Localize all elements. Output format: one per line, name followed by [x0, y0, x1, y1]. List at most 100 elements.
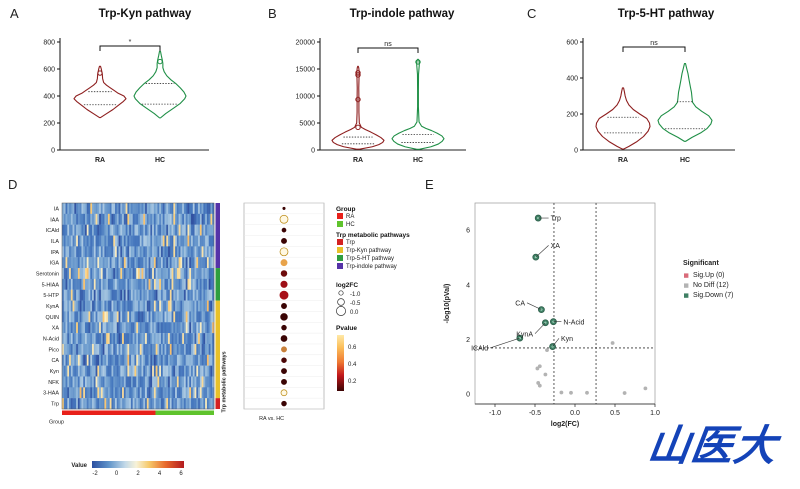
svg-text:-0.5: -0.5 — [529, 410, 541, 417]
svg-text:*: * — [129, 39, 132, 46]
svg-text:Kyn: Kyn — [50, 369, 59, 375]
svg-text:Kyn: Kyn — [561, 336, 573, 343]
svg-text:2: 2 — [466, 337, 470, 344]
svg-text:2: 2 — [136, 471, 140, 477]
svg-text:200: 200 — [566, 112, 578, 119]
svg-text:N-Acid: N-Acid — [563, 319, 584, 326]
svg-text:200: 200 — [43, 121, 55, 128]
svg-text:20000: 20000 — [296, 40, 316, 47]
panel-c-title: Trp-5-HT pathway — [617, 8, 715, 20]
svg-text:5-HTP: 5-HTP — [43, 293, 59, 299]
svg-text:ns: ns — [650, 40, 658, 47]
svg-text:0.0: 0.0 — [350, 310, 359, 316]
svg-text:Trp metabolic pathways: Trp metabolic pathways — [336, 232, 410, 239]
svg-text:KynA: KynA — [516, 331, 533, 338]
svg-text:600: 600 — [43, 67, 55, 74]
svg-text:Trp: Trp — [51, 402, 59, 408]
svg-text:-2: -2 — [92, 471, 98, 477]
svg-text:0: 0 — [311, 148, 315, 155]
svg-text:N-Acid: N-Acid — [43, 337, 59, 343]
svg-text:Group: Group — [49, 420, 64, 426]
svg-text:0.5: 0.5 — [610, 410, 620, 417]
svg-text:XA: XA — [551, 243, 561, 250]
panel-b: B Trp-indole pathway 0 5000 10000 15000 2000… — [262, 0, 524, 175]
svg-text:IPA: IPA — [51, 250, 60, 256]
svg-text:-log10(pVal): -log10(pVal) — [444, 284, 451, 324]
svg-text:RA: RA — [95, 157, 105, 164]
svg-text:Sig.Down (7): Sig.Down (7) — [693, 292, 733, 299]
svg-text:400: 400 — [43, 94, 55, 101]
svg-text:0: 0 — [115, 471, 119, 477]
svg-text:NFK: NFK — [48, 380, 59, 386]
svg-text:0: 0 — [51, 148, 55, 155]
svg-text:Trp-5-HT pathway: Trp-5-HT pathway — [346, 256, 394, 262]
panel-a-letter: A — [10, 6, 19, 21]
svg-text:ICAld: ICAld — [471, 346, 488, 353]
svg-text:0: 0 — [574, 148, 578, 155]
svg-text:QUIN: QUIN — [46, 315, 60, 321]
svg-text:KynA: KynA — [46, 304, 59, 310]
svg-text:HC: HC — [346, 222, 355, 228]
panel-c-letter: C — [527, 6, 537, 21]
svg-text:600: 600 — [566, 40, 578, 47]
panel-e: E Trp XA CA KynA N-Acid Kyn ICAld -1.0 -0.5 0.0 0.… — [420, 175, 800, 477]
svg-text:HC: HC — [155, 157, 165, 164]
svg-text:0.2: 0.2 — [348, 379, 357, 385]
panel-d: D IA IAA ICAld ILA IPA IGA Serotonin 5-HIAA 5-HT… — [0, 175, 420, 477]
svg-text:Trp metabolic pathways: Trp metabolic pathways — [222, 351, 228, 412]
svg-text:Group: Group — [336, 206, 356, 213]
svg-text:4: 4 — [466, 282, 470, 289]
watermark-text: 山医大 — [644, 424, 781, 470]
svg-text:3-HAA: 3-HAA — [43, 391, 59, 397]
svg-text:IA: IA — [54, 206, 59, 212]
svg-text:CA: CA — [515, 300, 525, 307]
svg-text:Trp: Trp — [346, 240, 355, 246]
svg-text:Pvalue: Pvalue — [336, 325, 357, 332]
svg-text:RA: RA — [618, 157, 628, 164]
svg-text:6: 6 — [179, 471, 183, 477]
svg-text:Trp-Kyn pathway: Trp-Kyn pathway — [346, 248, 391, 254]
svg-text:0.0: 0.0 — [570, 410, 580, 417]
watermark: 山医大 — [644, 424, 798, 474]
svg-text:400: 400 — [566, 76, 578, 83]
panel-d-heatmap-dotplot: IA IAA ICAld ILA IPA IGA Serotonin 5-HIAA 5-HTP K… — [36, 202, 410, 477]
svg-text:Significant: Significant — [683, 260, 719, 267]
svg-text:-1.0: -1.0 — [350, 292, 361, 298]
svg-text:IAA: IAA — [50, 217, 59, 223]
svg-text:5-HIAA: 5-HIAA — [42, 282, 60, 288]
panel-a-violin-chart: 0 200 400 600 800 RA HC * — [43, 38, 209, 164]
svg-text:No Diff (12): No Diff (12) — [693, 282, 729, 289]
svg-text:Sig.Up (0): Sig.Up (0) — [693, 272, 725, 279]
svg-text:Trp-indole pathway: Trp-indole pathway — [346, 264, 397, 270]
svg-text:ns: ns — [384, 41, 392, 48]
svg-text:800: 800 — [43, 40, 55, 47]
panel-e-letter: E — [425, 177, 434, 192]
svg-text:XA: XA — [52, 326, 60, 332]
panel-c-violin-chart: 0 200 400 600 RA HC ns — [566, 38, 735, 164]
svg-text:1.0: 1.0 — [650, 410, 660, 417]
panel-b-letter: B — [268, 6, 277, 21]
panel-a: A Trp-Kyn pathway 0 200 400 600 800 RA HC * — [0, 0, 265, 175]
svg-text:HC: HC — [413, 157, 423, 164]
panel-a-title: Trp-Kyn pathway — [98, 8, 192, 20]
svg-text:5000: 5000 — [299, 121, 315, 128]
svg-text:Serotonin: Serotonin — [36, 271, 59, 277]
svg-text:0.6: 0.6 — [348, 345, 357, 351]
svg-text:15000: 15000 — [296, 67, 316, 74]
panel-b-title: Trp-indole pathway — [349, 8, 455, 20]
panel-c: C Trp-5-HT pathway 0 200 400 600 RA HC ns — [521, 0, 800, 175]
panel-b-violin-chart: 0 5000 10000 15000 20000 RA HC ns — [296, 38, 466, 164]
svg-text:10000: 10000 — [296, 94, 316, 101]
svg-text:Trp: Trp — [551, 216, 561, 223]
svg-text:IGA: IGA — [50, 261, 60, 267]
svg-text:0.4: 0.4 — [348, 362, 357, 368]
svg-text:RA vs. HC: RA vs. HC — [259, 416, 284, 422]
svg-text:6: 6 — [466, 228, 470, 235]
svg-text:log2(FC): log2(FC) — [551, 421, 579, 428]
svg-text:RA: RA — [353, 157, 363, 164]
svg-text:Value: Value — [71, 463, 87, 469]
svg-text:log2FC: log2FC — [336, 282, 358, 289]
svg-text:RA: RA — [346, 214, 354, 220]
svg-text:HC: HC — [680, 157, 690, 164]
svg-text:ILA: ILA — [51, 239, 59, 245]
